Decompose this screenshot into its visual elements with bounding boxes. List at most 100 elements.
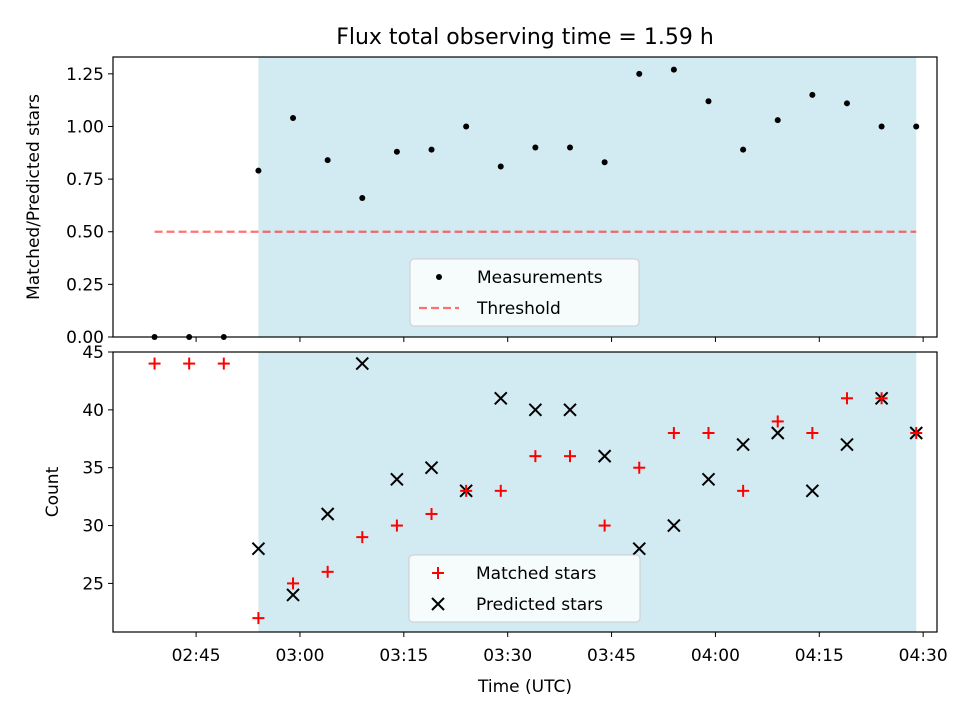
legend-label-predicted-stars: Predicted stars (476, 595, 603, 615)
bottom-axes-frame (112, 351, 938, 633)
matched-point (875, 392, 888, 405)
top-legend: Measurements Threshold (409, 258, 640, 327)
measurement-point (428, 146, 435, 153)
matched-point (252, 612, 265, 625)
predicted-point (251, 541, 266, 556)
x-tick-label: 04:00 (691, 646, 740, 666)
predicted-point (355, 356, 369, 371)
predicted-point (528, 403, 543, 417)
measurement-point (774, 117, 781, 124)
x-tick-label: 03:00 (275, 646, 324, 666)
x-tick-label: 03:45 (587, 646, 636, 666)
predicted-point (771, 426, 785, 440)
top-axes-frame (112, 56, 938, 338)
bottom-y-axis-label: Count (43, 466, 63, 517)
measurement-point (255, 167, 262, 174)
top-x-ticks (195, 337, 924, 342)
matched-point (183, 357, 196, 370)
x-tick-label: 04:15 (795, 646, 844, 666)
predicted-point (736, 437, 750, 452)
measurement-point (878, 123, 885, 130)
legend-plus-glyph (432, 567, 444, 579)
x-stroke (667, 518, 681, 533)
x-stroke (251, 541, 266, 556)
top-y-ticks: 0.00 0.25 0.50 0.75 1.00 1.25 (66, 65, 113, 348)
x-tick-label: 03:30 (483, 646, 532, 666)
measurement-point (913, 123, 920, 130)
bottom-y-tick-label: 30 (82, 517, 104, 537)
legend-x-glyph (431, 597, 445, 611)
measurement-point (463, 123, 470, 130)
matched-point (737, 484, 750, 497)
x-stroke (805, 484, 820, 498)
top-y-tick-label: 0.00 (66, 328, 104, 348)
measurement-point (670, 66, 677, 73)
legend-measurement-marker (436, 274, 442, 280)
x-stroke (424, 460, 439, 475)
x-stroke (355, 356, 369, 371)
measurement-point (532, 144, 539, 151)
measurement-point (567, 144, 574, 151)
matched-point (667, 426, 680, 439)
x-tick-label: 04:30 (899, 646, 948, 666)
matched-point (806, 426, 819, 439)
x-stroke (320, 507, 335, 521)
measurement-point (324, 157, 331, 164)
bottom-y-ticks: 25 30 35 40 45 (82, 343, 113, 594)
bottom-legend-box (408, 554, 641, 623)
chart-title: Flux total observing time = 1.59 h (336, 25, 714, 50)
measurement-point (359, 195, 366, 202)
matched-point (217, 357, 230, 370)
measurement-point (290, 115, 297, 122)
legend-predicted-marker (431, 597, 445, 611)
matched-point (494, 484, 507, 497)
matched-point (356, 531, 369, 544)
measurement-point (393, 148, 400, 155)
x-stroke (701, 472, 716, 486)
measurement-point (497, 163, 504, 170)
matched-point (910, 426, 923, 439)
predicted-point (286, 588, 300, 602)
matched-point (425, 507, 438, 520)
predicted-point (597, 449, 612, 463)
matched-point (771, 415, 784, 428)
predicted-point (805, 484, 820, 498)
x-stroke (597, 449, 612, 463)
bottom-y-tick-label: 25 (82, 574, 104, 594)
x-stroke (431, 597, 445, 611)
count-points (148, 356, 923, 625)
bottom-legend: Matched stars Predicted stars (408, 554, 641, 623)
matched-point (633, 461, 646, 474)
measurement-point (636, 70, 643, 77)
matched-point (564, 450, 577, 463)
matched-point (148, 357, 161, 370)
matched-point (702, 426, 715, 439)
x-tick-label: 03:15 (379, 646, 428, 666)
matched-point (321, 565, 334, 578)
predicted-point (390, 472, 404, 486)
predicted-point (667, 518, 681, 533)
bottom-y-tick-label: 40 (82, 401, 104, 421)
measurement-point (705, 98, 712, 105)
x-stroke (390, 472, 404, 486)
top-y-axis-label: Matched/Predicted stars (24, 94, 44, 300)
legend-label-measurements: Measurements (477, 268, 603, 288)
matched-point (840, 392, 853, 405)
predicted-point (840, 437, 854, 452)
matched-point (390, 519, 403, 532)
x-stroke (736, 437, 750, 452)
top-y-tick-label: 0.50 (66, 223, 104, 243)
top-y-tick-label: 0.75 (66, 170, 104, 190)
top-legend-box (409, 258, 640, 327)
predicted-point (701, 472, 716, 486)
x-stroke (632, 541, 646, 556)
x-stroke (528, 403, 543, 417)
legend-label-matched-stars: Matched stars (476, 564, 596, 584)
bottom-panel: 25 30 35 40 45 02:45 03:00 03:15 03:30 03:45 04:0… (43, 343, 948, 697)
predicted-point (424, 460, 439, 475)
top-y-tick-label: 0.25 (66, 275, 104, 295)
measurement-point (601, 159, 608, 166)
measurement-point (843, 100, 850, 107)
